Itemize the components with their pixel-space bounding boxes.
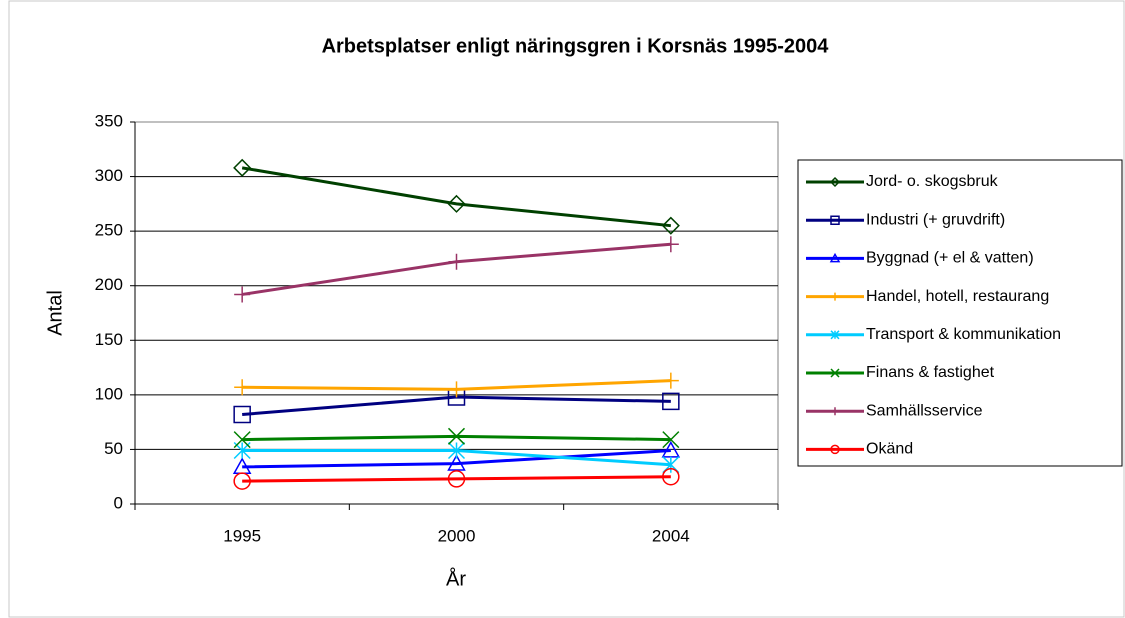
marker: [662, 392, 680, 411]
marker: [447, 427, 466, 445]
y-tick-label: 350: [95, 111, 123, 130]
x-axis-title: År: [446, 567, 466, 590]
legend-label: Transport & kommunikation: [866, 326, 1061, 343]
y-tick-label: 0: [114, 493, 123, 512]
y-tick-label: 250: [95, 221, 123, 240]
marker: [233, 472, 251, 490]
x-tick-label: 2000: [438, 526, 476, 545]
marker: [829, 252, 841, 263]
y-tick-label: 200: [95, 275, 123, 294]
marker: [831, 292, 839, 301]
marker: [234, 379, 251, 396]
series-line: [242, 475, 671, 483]
marker: [829, 176, 841, 188]
marker: [447, 470, 466, 488]
marker: [233, 431, 251, 449]
marker: [233, 158, 252, 177]
marker: [830, 215, 840, 225]
y-tick-label: 300: [95, 166, 123, 185]
series-line: [241, 166, 671, 228]
marker: [447, 454, 466, 471]
marker: [234, 286, 251, 303]
marker: [661, 216, 680, 235]
marker: [447, 194, 466, 213]
legend-label: Finans & fastighet: [866, 364, 995, 381]
marker: [662, 236, 679, 253]
y-tick-label: 100: [95, 384, 123, 403]
legend-label: Byggnad (+ el & vatten): [866, 250, 1034, 267]
marker: [233, 405, 251, 424]
marker: [448, 381, 465, 398]
marker: [830, 330, 840, 340]
marker: [662, 372, 679, 389]
marker: [831, 407, 839, 416]
marker: [830, 444, 840, 455]
marker: [662, 467, 680, 486]
y-axis-title: Antal: [44, 290, 66, 336]
y-tick-label: 50: [104, 439, 123, 458]
x-tick-label: 2004: [652, 526, 690, 545]
marker: [662, 431, 680, 449]
marker: [447, 441, 466, 460]
legend-label: Samhällsservice: [866, 402, 983, 419]
legend-box: [797, 159, 1123, 467]
chart-title: Arbetsplatser enligt näringsgren i Korsn…: [322, 35, 830, 57]
legend-label: Okänd: [866, 441, 913, 458]
legend-label: Jord- o. skogsbruk: [866, 173, 999, 190]
legend-label: Handel, hotell, restaurang: [866, 288, 1049, 305]
marker: [830, 368, 840, 378]
series-line: [242, 449, 671, 469]
x-tick-label: 1995: [223, 526, 261, 545]
y-tick-label: 150: [95, 330, 123, 349]
legend-label: Industri (+ gruvdrift): [866, 211, 1005, 228]
marker: [448, 253, 465, 270]
